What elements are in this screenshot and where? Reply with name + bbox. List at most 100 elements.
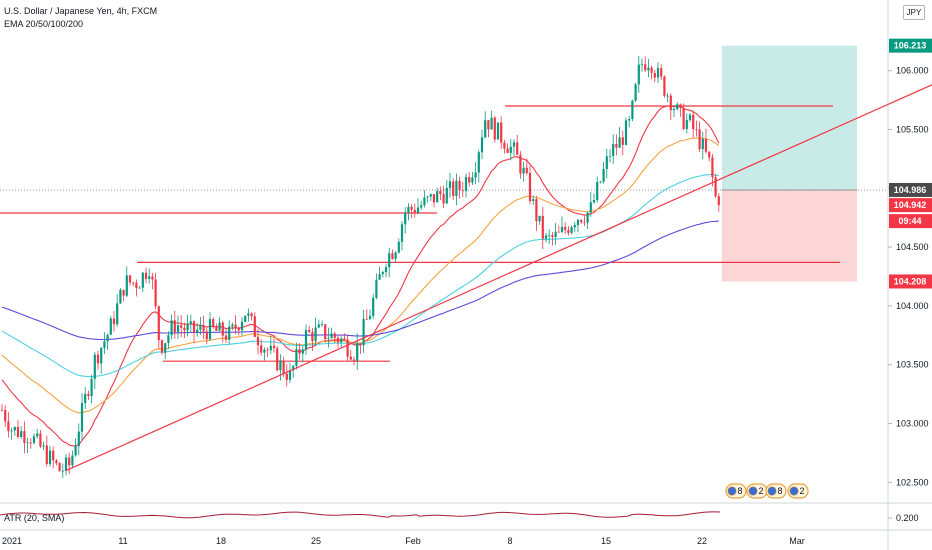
candle <box>90 374 93 404</box>
candle <box>669 93 672 121</box>
candle <box>615 134 618 156</box>
candle <box>23 421 26 454</box>
atr-line <box>0 511 721 519</box>
candle <box>240 317 244 336</box>
candle <box>647 58 650 78</box>
candle <box>100 347 103 374</box>
candle <box>567 226 570 236</box>
candle <box>442 185 445 208</box>
candle <box>295 342 298 370</box>
candle <box>237 326 240 336</box>
candle <box>637 56 640 93</box>
candle <box>487 120 490 138</box>
candle <box>52 446 55 469</box>
candle <box>522 161 525 182</box>
y-tick-label: 104.500 <box>896 242 929 252</box>
svg-text:2: 2 <box>758 486 763 496</box>
candle <box>0 403 4 412</box>
candle <box>391 249 394 260</box>
candle <box>381 270 384 278</box>
candle <box>199 316 202 336</box>
candle <box>621 130 624 156</box>
atr-indicator-label[interactable]: ATR (20, SMA) <box>4 513 65 523</box>
y-tick-label: 104.000 <box>896 301 929 311</box>
candle <box>698 121 701 152</box>
candle <box>416 198 420 215</box>
candle <box>164 342 167 360</box>
candle <box>557 225 560 233</box>
ema-50-line <box>1 137 720 414</box>
candle <box>493 115 496 143</box>
candle <box>311 328 314 351</box>
candle <box>368 309 372 320</box>
candle <box>583 215 586 227</box>
candle <box>692 110 695 138</box>
event-badge[interactable]: 8 <box>725 483 747 499</box>
candle <box>682 103 685 131</box>
candle <box>685 113 688 134</box>
candle <box>701 131 704 160</box>
candle <box>330 327 333 339</box>
candle <box>496 122 500 140</box>
candle <box>269 335 272 355</box>
candle <box>500 116 503 150</box>
candle <box>180 315 183 338</box>
candle <box>551 232 554 246</box>
price-tag: 09:44 <box>889 214 932 229</box>
candle <box>429 193 432 201</box>
candle <box>103 332 106 355</box>
candle <box>602 162 605 184</box>
candle <box>68 452 71 475</box>
candle <box>506 143 509 154</box>
candle <box>32 433 36 445</box>
candle <box>336 335 340 348</box>
candle <box>356 333 359 371</box>
candle <box>570 225 573 235</box>
candle <box>717 193 720 212</box>
candle <box>192 320 196 343</box>
candle <box>372 293 375 319</box>
candle <box>541 207 544 250</box>
ema-indicator-label[interactable]: EMA 20/50/100/200 <box>4 19 84 29</box>
candle <box>314 317 317 346</box>
candle <box>231 322 234 331</box>
candle <box>480 129 484 159</box>
candle <box>644 56 647 73</box>
candle <box>112 311 116 332</box>
candle <box>176 315 180 340</box>
candle <box>93 351 96 390</box>
candle <box>404 207 407 234</box>
price-tag: 104.986 <box>889 182 932 197</box>
trendline <box>65 84 932 472</box>
x-tick-label: Feb <box>405 536 421 546</box>
event-badge[interactable]: 2 <box>787 483 809 499</box>
candle <box>704 128 708 154</box>
candle <box>285 363 288 387</box>
candle <box>148 268 151 284</box>
event-badge[interactable]: 8 <box>765 483 787 499</box>
candle <box>301 345 304 363</box>
candle <box>695 120 698 137</box>
candle <box>423 190 426 208</box>
candle <box>247 308 250 322</box>
candle <box>42 441 45 451</box>
candle <box>589 192 592 217</box>
candle <box>317 319 320 329</box>
candle <box>512 139 516 157</box>
candle <box>455 173 458 206</box>
candle <box>653 69 656 83</box>
candle <box>215 323 218 331</box>
candle <box>132 281 135 287</box>
candle <box>212 317 215 329</box>
candle <box>7 412 10 438</box>
candle <box>452 178 455 201</box>
currency-button[interactable]: JPY <box>903 5 925 20</box>
candle <box>448 172 452 198</box>
event-badge[interactable]: 2 <box>746 483 768 499</box>
candle <box>224 327 228 344</box>
candle <box>516 134 519 155</box>
x-tick-label: 22 <box>697 536 707 546</box>
svg-text:104.942: 104.942 <box>894 200 927 210</box>
candle <box>535 195 538 232</box>
